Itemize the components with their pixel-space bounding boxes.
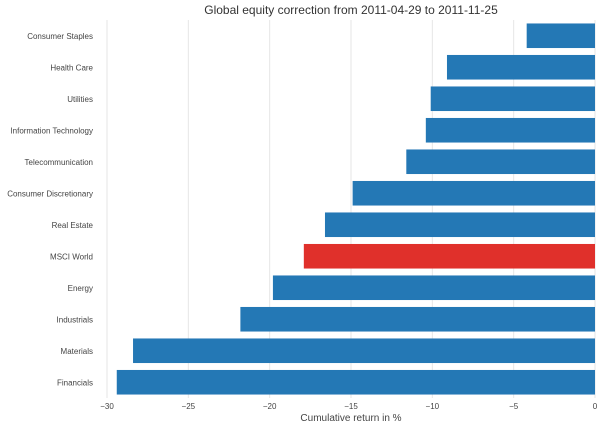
bar	[406, 149, 595, 175]
bar	[430, 86, 595, 112]
category-label: Financials	[57, 378, 93, 387]
bar	[272, 275, 595, 301]
category-label: Utilities	[67, 95, 93, 104]
bar	[526, 23, 595, 49]
category-label: Health Care	[50, 63, 93, 72]
category-label: MSCI World	[50, 252, 93, 261]
x-tick-label: −10	[426, 402, 440, 411]
bar	[352, 180, 595, 206]
x-tick-label: −5	[509, 402, 519, 411]
category-labels: Consumer Staples Health Care Utilities Info…	[7, 32, 93, 388]
x-tick-label: −20	[263, 402, 277, 411]
category-label: Consumer Discretionary	[7, 189, 93, 198]
category-label: Real Estate	[52, 221, 94, 230]
chart-title: Global equity correction from 2011-04-29…	[204, 3, 498, 17]
bar	[446, 54, 595, 80]
bar	[303, 243, 595, 269]
category-label: Industrials	[57, 315, 93, 324]
bar	[324, 212, 595, 238]
x-tick-label: −15	[344, 402, 358, 411]
category-label: Information Technology	[10, 126, 93, 135]
x-tick-label: 0	[593, 402, 598, 411]
category-label: Energy	[68, 284, 93, 293]
category-label: Consumer Staples	[27, 32, 93, 41]
bar	[240, 306, 596, 332]
bars	[116, 23, 596, 395]
x-tick-label: −30	[100, 402, 114, 411]
category-label: Materials	[61, 347, 93, 356]
x-tick-labels: −30 −25 −20 −15 −10 −5 0	[100, 402, 598, 411]
category-label: Telecommunication	[25, 158, 93, 167]
bar	[133, 338, 595, 364]
bar	[116, 369, 595, 395]
bar	[425, 117, 595, 143]
x-tick-label: −25	[182, 402, 196, 411]
x-axis-title: Cumulative return in %	[300, 413, 401, 424]
gridlines	[106, 20, 596, 398]
